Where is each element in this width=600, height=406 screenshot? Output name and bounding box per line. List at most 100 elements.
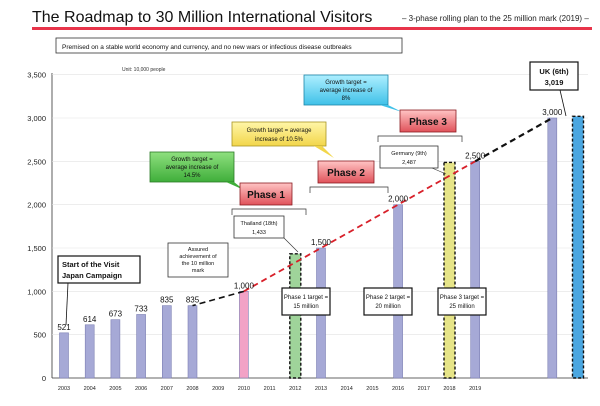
- growth1-line3: 14.5%: [183, 173, 201, 179]
- bar-2006: [136, 314, 146, 379]
- x-tick-label: 2015: [366, 386, 378, 392]
- growth3-line2: average increase of: [320, 88, 373, 94]
- phase1-bracket: [231, 208, 307, 215]
- bar-value-label: 521: [57, 323, 71, 332]
- x-tick-label: 2014: [341, 386, 353, 392]
- y-tick-label: 500: [33, 331, 46, 340]
- bar-value-label: 835: [186, 296, 200, 305]
- bar-value-label: 673: [109, 310, 123, 319]
- uk-callout: UK (6th) 3,019: [529, 61, 579, 117]
- x-tick-label: 2018: [443, 386, 455, 392]
- uk-line1: UK (6th): [539, 67, 569, 76]
- phase3-target-line1: Phase 3 target =: [440, 295, 485, 301]
- phase1-target-line2: 15 million: [293, 304, 318, 310]
- bar-value-label: 733: [134, 304, 148, 313]
- germany-line1: Germany (9th): [391, 151, 427, 157]
- assured-line2: achievement of: [179, 254, 217, 260]
- phase2-text: Phase 2: [327, 168, 365, 179]
- x-tick-label: 2019: [469, 386, 481, 392]
- bar-2007: [162, 305, 172, 379]
- phase3-text: Phase 3: [409, 117, 447, 128]
- premise-box: [55, 37, 403, 54]
- y-tick-label: 1,000: [27, 287, 46, 296]
- bar-proj-19: [547, 117, 558, 379]
- x-tick-label: 2010: [238, 386, 250, 392]
- growth3-line1: Growth target =: [325, 80, 367, 86]
- assured-callout: Assured achievement of the 10 million ma…: [167, 242, 229, 278]
- chart-subtitle: – 3-phase rolling plan to the 25 million…: [402, 14, 589, 23]
- trend-line-future: [474, 117, 553, 163]
- assured-line1: Assured: [188, 247, 208, 253]
- bar-value-label: 1,000: [234, 281, 255, 290]
- y-tick-label: 1,500: [27, 244, 46, 253]
- bar-value-label: 2,500: [465, 151, 486, 160]
- phase3-target-line2: 25 million: [449, 304, 474, 310]
- x-tick-label: 2005: [109, 386, 121, 392]
- x-tick-label: 2006: [135, 386, 147, 392]
- trend-line-baseline: [192, 290, 245, 307]
- x-tick-label: 2008: [186, 386, 198, 392]
- phase3-target-box: Phase 3 target = 25 million: [437, 287, 487, 316]
- germany-callout: Germany (9th) 2,487: [379, 145, 447, 175]
- bar-2008: [187, 305, 198, 379]
- phase3-label: Phase 3: [399, 109, 457, 133]
- phase3-bracket: [377, 135, 463, 142]
- assured-line3: the 10 million: [182, 261, 214, 267]
- phase2-label: Phase 2: [317, 160, 375, 184]
- premise-text: Premised on a stable world economy and c…: [62, 44, 352, 51]
- x-tick-label: 2012: [289, 386, 301, 392]
- x-tick-label: 2007: [161, 386, 173, 392]
- thailand-callout: Thailand (18th) 1,433: [233, 215, 299, 253]
- growth1-line2: average increase of: [166, 165, 219, 171]
- bar-2019: [470, 161, 481, 379]
- phase1-label: Phase 1: [239, 182, 293, 206]
- germany-line2: 2,487: [402, 160, 416, 166]
- bar-proj-20: [571, 115, 585, 379]
- chart-title: The Roadmap to 30 Million International …: [32, 9, 372, 26]
- campaign-callout: Start of the Visit Japan Campaign: [57, 255, 141, 326]
- y-tick-label: 2,500: [27, 157, 46, 166]
- bar-value-label: 835: [160, 296, 174, 305]
- phase1-target-line1: Phase 1 target =: [284, 295, 329, 301]
- trend-line-phases: [243, 160, 476, 293]
- x-tick-label: 2013: [315, 386, 327, 392]
- growth2-callout: Growth target = average increase of 10.5…: [231, 121, 334, 158]
- growth1-line1: Growth target =: [171, 157, 213, 163]
- bar-value-label: 3,000: [542, 108, 563, 117]
- phase1-text: Phase 1: [247, 190, 285, 201]
- x-tick-label: 2017: [418, 386, 430, 392]
- bar-value-label: 1,500: [311, 238, 332, 247]
- bar-2012: [289, 253, 302, 379]
- thailand-line2: 1,433: [252, 230, 266, 236]
- y-tick-label: 0: [42, 374, 46, 383]
- growth3-line3: 8%: [342, 96, 351, 102]
- growth3-callout: Growth target = average increase of 8%: [303, 74, 402, 112]
- bar-2010: [239, 291, 249, 379]
- unit-label: Unit: 10,000 people: [122, 67, 166, 73]
- x-tick-label: 2003: [58, 386, 70, 392]
- bar-2018: [443, 161, 456, 379]
- bar-value-label: 614: [83, 315, 97, 324]
- bar-2004: [84, 324, 95, 379]
- growth1-callout: Growth target = average increase of 14.5…: [149, 151, 244, 190]
- x-tick-label: 2011: [264, 386, 276, 392]
- uk-line2: 3,019: [545, 78, 564, 87]
- bar-2005: [110, 319, 121, 379]
- x-tick-label: 2016: [392, 386, 404, 392]
- bar-2003: [59, 332, 69, 379]
- y-tick-label: 2,000: [27, 201, 46, 210]
- y-tick-label: 3,000: [27, 114, 46, 123]
- y-tick-label: 3,500: [27, 71, 46, 80]
- phase2-target-line2: 20 million: [375, 304, 400, 310]
- bar-value-label: 2,000: [388, 195, 409, 204]
- x-tick-label: 2004: [84, 386, 96, 392]
- phase2-bracket: [309, 186, 389, 193]
- growth2-line2: increase of 10.5%: [255, 137, 304, 143]
- title-underline: [32, 27, 592, 30]
- phase2-target-box: Phase 2 target = 20 million: [363, 287, 413, 316]
- x-tick-label: 2009: [212, 386, 224, 392]
- phase1-target-box: Phase 1 target = 15 million: [281, 287, 331, 316]
- thailand-line1: Thailand (18th): [241, 221, 278, 227]
- assured-line4: mark: [192, 268, 204, 274]
